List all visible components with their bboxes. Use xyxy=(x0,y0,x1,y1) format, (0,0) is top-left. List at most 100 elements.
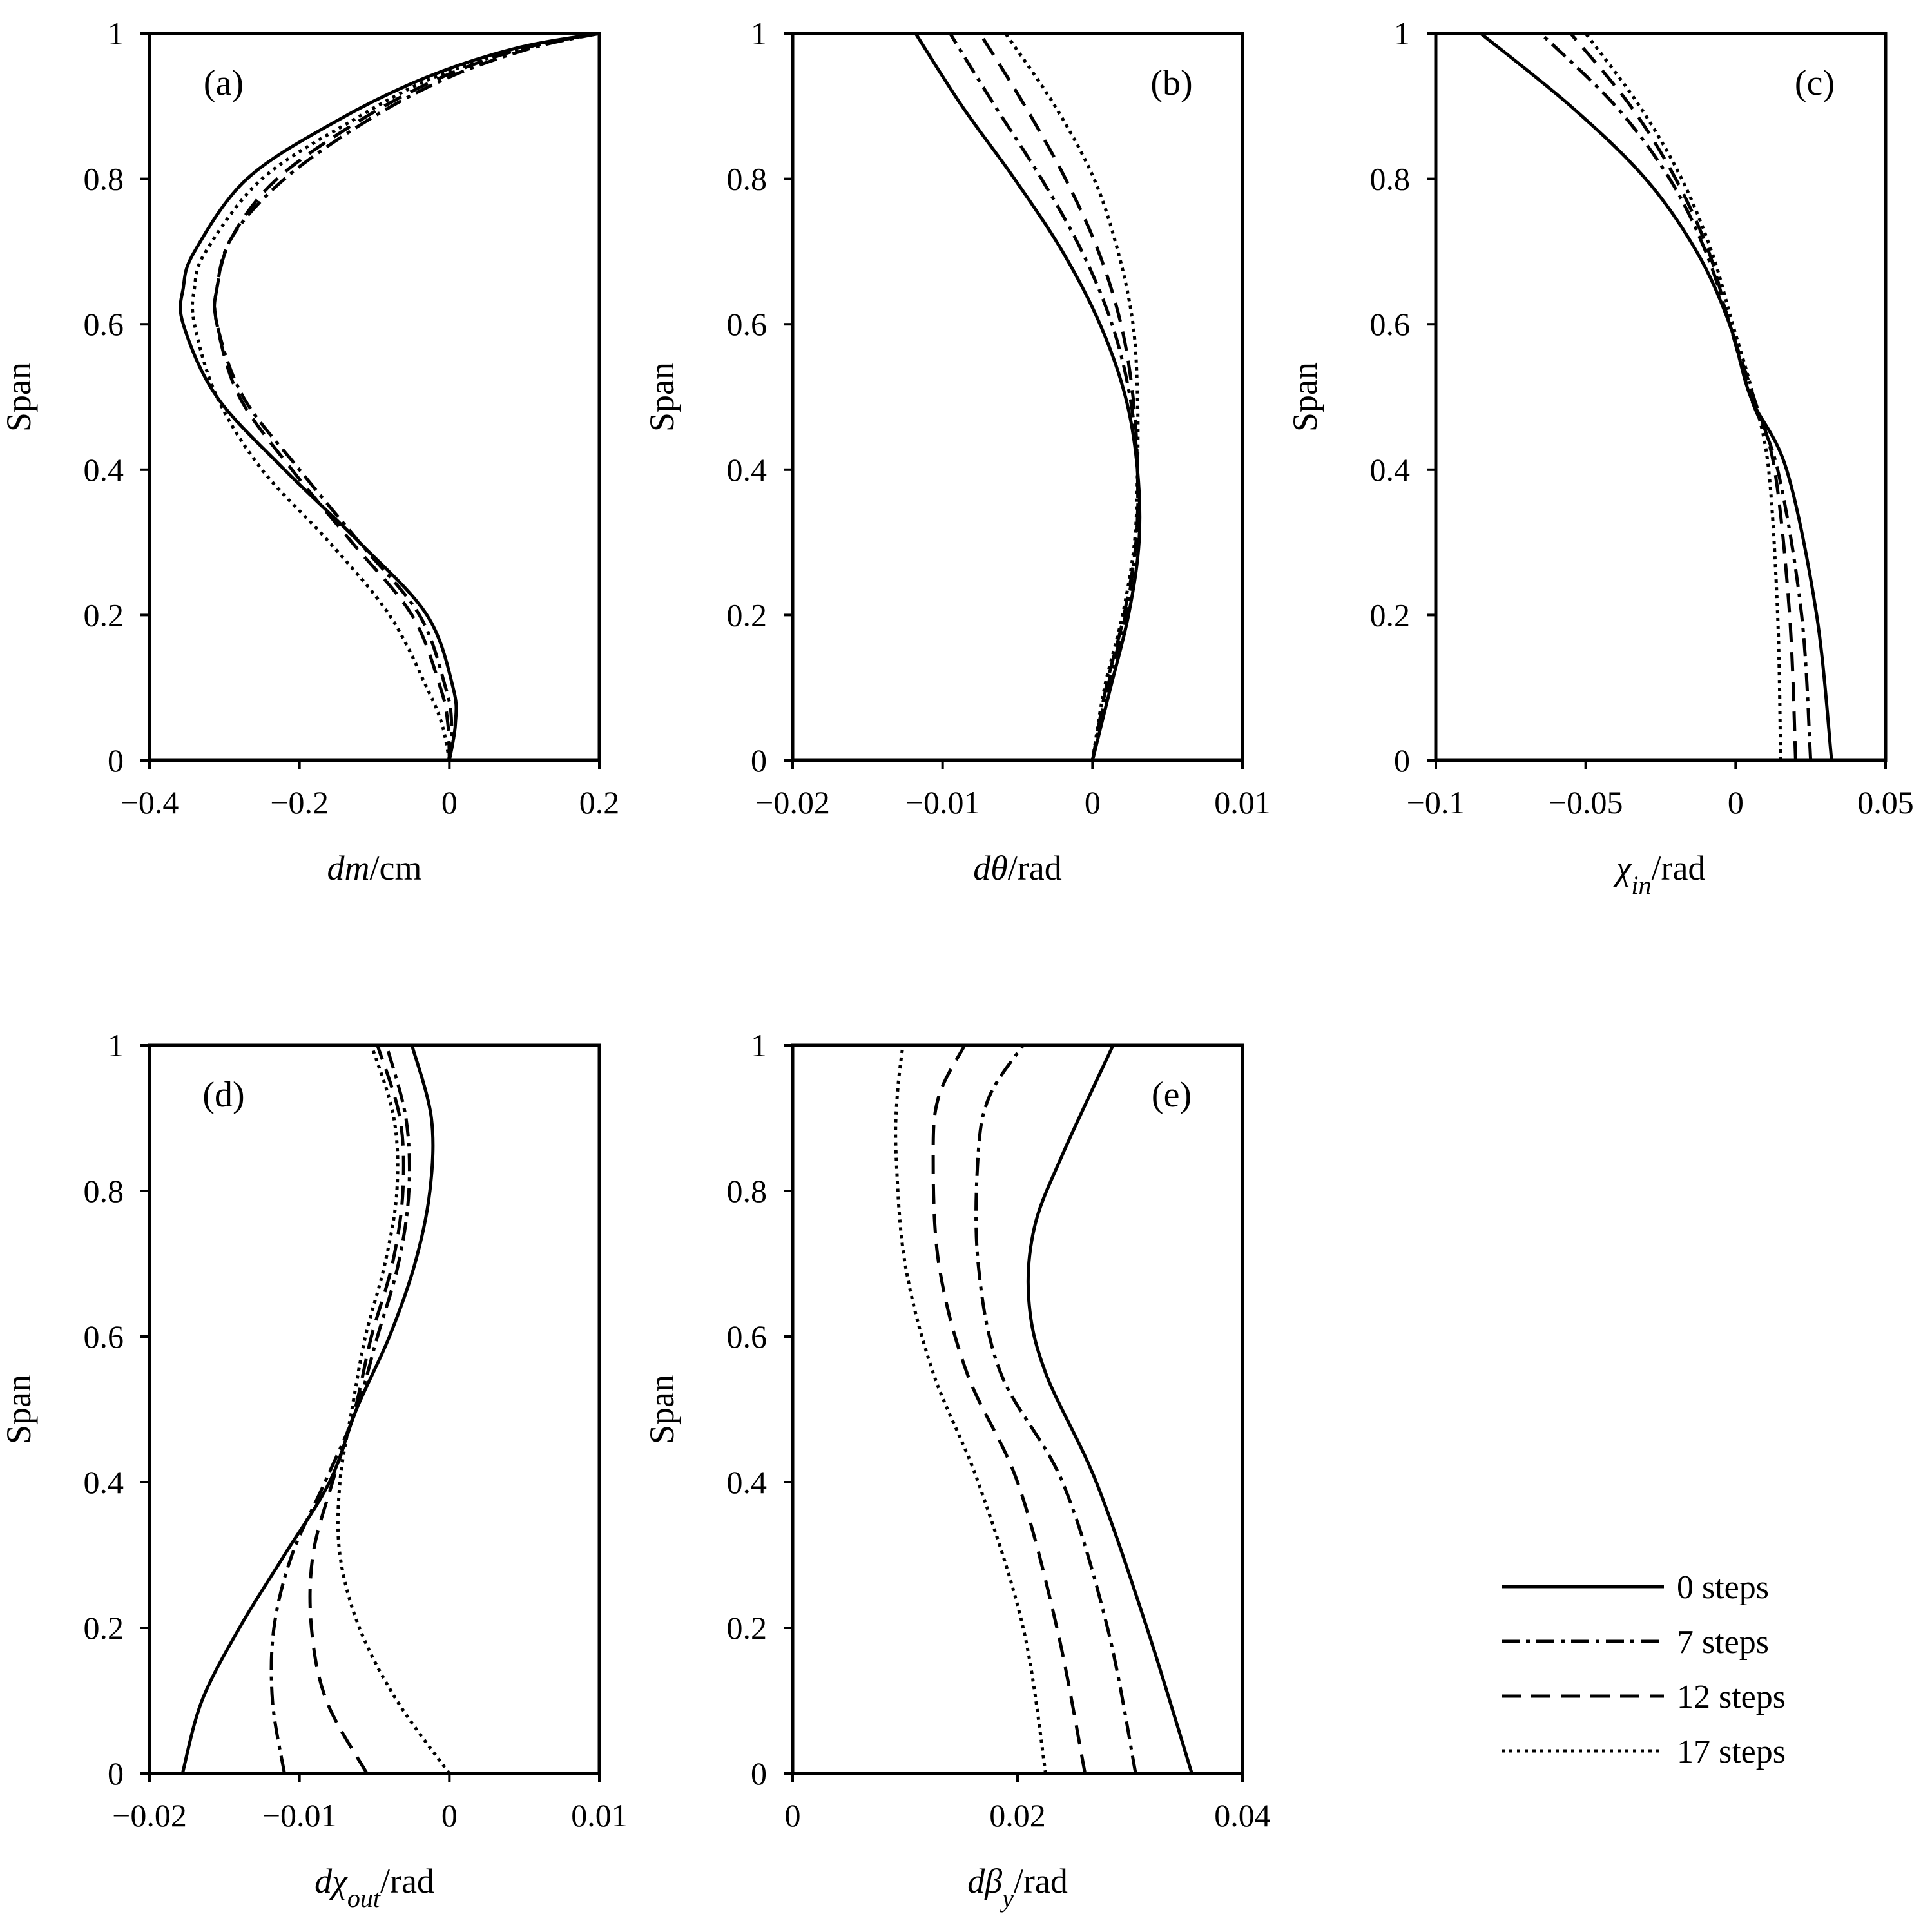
y-tick-label: 0 xyxy=(108,742,124,778)
panel-label: (e) xyxy=(1152,1075,1192,1115)
y-tick-label: 0.6 xyxy=(84,306,124,342)
x-axis-title: dβy/rad xyxy=(967,1862,1068,1913)
y-axis-title: Span xyxy=(0,1375,38,1444)
x-tick-label: −0.02 xyxy=(755,784,830,820)
legend: 0 steps 7 steps 12 steps 17 steps xyxy=(1502,1569,1786,1770)
series-line-dashdot xyxy=(949,34,1140,760)
series-line-solid xyxy=(179,34,599,760)
panels-group: 00.20.40.60.81−0.4 −0.2 0 0.2(a)Spandm/cm00… xyxy=(0,15,1914,1913)
y-tick-label: 0 xyxy=(108,1755,124,1792)
panel-label: (b) xyxy=(1150,63,1192,103)
y-tick-label: 1 xyxy=(108,15,124,52)
y-tick-label: 0.6 xyxy=(84,1319,124,1355)
plot-frame xyxy=(1434,32,1888,762)
y-tick-label: 1 xyxy=(108,1027,124,1063)
y-tick-label: 0.6 xyxy=(1370,306,1411,342)
series-line-solid xyxy=(914,34,1142,760)
y-tick-label: 1 xyxy=(751,1027,767,1063)
series-line-dashdot xyxy=(269,1045,411,1773)
series-line-dotted xyxy=(336,1045,451,1773)
panel-c: 0 0.2 0.4 0.6 0.8 1 −0.1 −0.05 0 0.05 (c) Span χin/r… xyxy=(1286,15,1914,900)
series-line-solid xyxy=(180,1045,435,1773)
y-tick-label: 0.8 xyxy=(1370,161,1411,197)
x-axis-title: χin/rad xyxy=(1613,849,1706,900)
series-group xyxy=(894,1045,1193,1773)
x-tick-label: 0 xyxy=(441,784,458,820)
x-axis-title: dθ/rad xyxy=(973,849,1061,887)
x-tick-label: 0.01 xyxy=(1214,784,1271,820)
x-tick-label: −0.4 xyxy=(121,784,179,820)
y-axis-title: Span xyxy=(1286,362,1324,432)
y-tick-label: 0 xyxy=(1394,742,1410,778)
plot-frame xyxy=(791,32,1244,762)
plot-frame xyxy=(148,1043,601,1775)
series-line-dashdot xyxy=(1540,34,1813,760)
y-tick-label: 0.2 xyxy=(727,597,768,633)
y-tick-label: 0.2 xyxy=(1370,597,1411,633)
x-tick-label: 0.2 xyxy=(579,784,620,820)
series-group xyxy=(914,34,1142,760)
x-tick-label: 0.05 xyxy=(1857,784,1914,820)
y-axis-title: Span xyxy=(642,362,681,432)
series-line-dashdot xyxy=(213,34,599,760)
y-tick-label: 1 xyxy=(1394,15,1410,52)
y-tick-label: 0 xyxy=(751,742,767,778)
legend-entry: 17 steps xyxy=(1502,1734,1786,1770)
legend-label: 0 steps xyxy=(1677,1569,1769,1606)
y-tick-label: 0.4 xyxy=(1370,452,1411,488)
panel-e: 0 0.2 0.4 0.6 0.8 1 0 0.02 0.04 (e) Span dβy/rad xyxy=(642,1027,1271,1913)
plot-frame xyxy=(791,1043,1244,1775)
legend-label: 17 steps xyxy=(1677,1734,1786,1770)
panel-b: 0 0.2 0.4 0.6 0.8 1 −0.02 −0.01 0 0.01 (b) Span dθ/r… xyxy=(642,15,1271,887)
x-axis-title: dχout/rad xyxy=(314,1862,434,1913)
x-tick-label: 0.01 xyxy=(571,1797,628,1833)
x-tick-label: 0.02 xyxy=(989,1797,1046,1833)
y-tick-label: 0.4 xyxy=(727,1464,768,1500)
series-line-dashed xyxy=(213,34,599,760)
series-line-solid xyxy=(1480,34,1833,760)
x-tick-label: 0 xyxy=(441,1797,458,1833)
y-tick-label: 0.2 xyxy=(727,1610,768,1646)
y-tick-label: 0.2 xyxy=(84,1610,124,1646)
y-tick-label: 0.6 xyxy=(727,1319,768,1355)
y-tick-label: 0 xyxy=(751,1755,767,1792)
series-line-dashed xyxy=(978,34,1140,760)
y-axis-title: Span xyxy=(0,362,38,432)
y-axis-title: Span xyxy=(642,1375,681,1444)
y-tick-label: 0.4 xyxy=(727,452,768,488)
legend-entry: 12 steps xyxy=(1502,1679,1786,1715)
x-tick-label: −0.01 xyxy=(905,784,980,820)
legend-entry: 7 steps xyxy=(1502,1624,1769,1661)
x-tick-label: −0.2 xyxy=(270,784,329,820)
x-tick-label: −0.1 xyxy=(1407,784,1465,820)
series-line-dotted xyxy=(190,34,599,760)
panel-a: 0 0.2 0.4 0.6 0.8 1 −0.4 −0.2 0 0.2 (a) Span dm/cm xyxy=(0,15,619,887)
series-line-dotted xyxy=(894,1045,1048,1773)
y-tick-label: 0.8 xyxy=(84,1173,124,1209)
x-tick-label: −0.01 xyxy=(262,1797,337,1833)
y-tick-label: 0.8 xyxy=(84,161,124,197)
legend-entry: 0 steps xyxy=(1502,1569,1769,1606)
panel-label: (c) xyxy=(1795,63,1835,103)
series-line-dashed xyxy=(308,1045,405,1773)
series-group xyxy=(180,1045,451,1773)
legend-label: 12 steps xyxy=(1677,1679,1786,1715)
series-line-dashed xyxy=(931,1045,1087,1773)
x-tick-label: 0 xyxy=(1728,784,1744,820)
panel-label: (d) xyxy=(202,1075,244,1115)
y-tick-label: 0.8 xyxy=(727,1173,768,1209)
x-tick-label: −0.02 xyxy=(112,1797,187,1833)
series-group xyxy=(179,34,599,760)
y-tick-label: 1 xyxy=(751,15,767,52)
y-tick-label: 0.2 xyxy=(84,597,124,633)
panel-label: (a) xyxy=(204,63,244,103)
x-axis-title: dm/cm xyxy=(327,849,422,887)
legend-label: 7 steps xyxy=(1677,1624,1769,1661)
series-line-dashdot xyxy=(974,1045,1137,1773)
panel-d: 0 0.2 0.4 0.6 0.8 1 −0.02 −0.01 0 0.01 (d) Span dχou… xyxy=(0,1027,628,1913)
series-line-solid xyxy=(1026,1045,1193,1773)
y-tick-label: 0.8 xyxy=(727,161,768,197)
series-group xyxy=(1480,34,1833,760)
x-tick-label: 0 xyxy=(785,1797,801,1833)
